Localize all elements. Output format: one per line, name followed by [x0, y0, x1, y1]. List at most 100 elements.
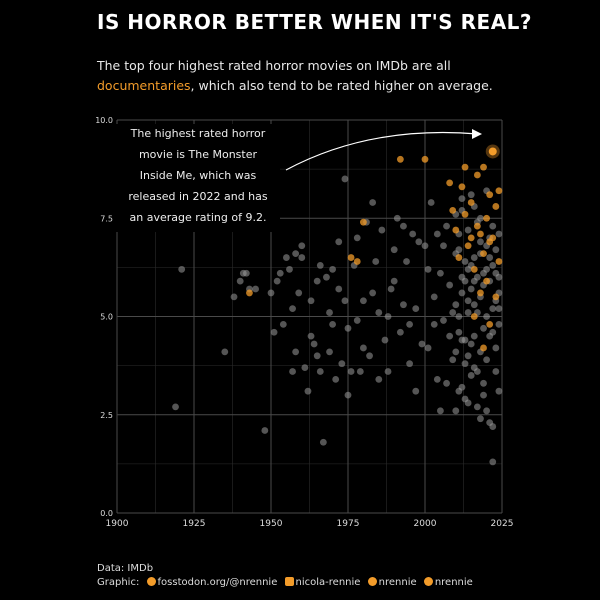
movie-point — [372, 258, 379, 265]
movie-point — [477, 238, 484, 245]
documentary-point — [477, 290, 484, 297]
movie-point — [489, 223, 496, 230]
documentary-point — [477, 231, 484, 238]
movie-point — [496, 321, 503, 328]
movie-point — [455, 329, 462, 336]
documentary-point — [492, 293, 499, 300]
movie-point — [261, 427, 268, 434]
mastodon-handle[interactable]: fosstodon.org/@nrennie — [158, 577, 278, 588]
movie-point — [480, 392, 487, 399]
movie-point — [465, 297, 472, 304]
movie-point — [443, 380, 450, 387]
movie-point — [428, 199, 435, 206]
movie-point — [496, 388, 503, 395]
documentary-point — [483, 278, 490, 285]
movie-point — [452, 301, 459, 308]
movie-point — [357, 368, 364, 375]
movie-point — [496, 305, 503, 312]
documentary-point — [492, 203, 499, 210]
movie-point — [474, 403, 481, 410]
movie-point — [468, 372, 475, 379]
linkedin-handle[interactable]: nicola-rennie — [296, 577, 361, 588]
graphic-label: Graphic: — [97, 577, 139, 588]
documentary-point — [452, 227, 459, 234]
movie-point — [172, 403, 179, 410]
annotation-line: an average rating of 9.2. — [130, 211, 267, 224]
documentary-point — [474, 172, 481, 179]
documentary-point — [471, 313, 478, 320]
movie-point — [483, 356, 490, 363]
movie-point — [492, 368, 499, 375]
movie-point — [326, 348, 333, 355]
movie-point — [459, 290, 466, 297]
movie-point — [406, 360, 413, 367]
movie-point — [483, 266, 490, 273]
bluesky-icon — [368, 577, 377, 586]
documentary-point — [397, 156, 404, 163]
movie-point — [489, 262, 496, 269]
movie-point — [459, 337, 466, 344]
movie-point — [422, 242, 429, 249]
movie-point — [252, 286, 259, 293]
linkedin-icon — [285, 577, 294, 586]
y-tick-label: 5.0 — [100, 313, 113, 322]
movie-point — [385, 313, 392, 320]
y-tick-label: 7.5 — [100, 214, 113, 223]
movie-point — [489, 459, 496, 466]
movie-point — [465, 309, 472, 316]
movie-point — [471, 278, 478, 285]
movie-point — [317, 262, 324, 269]
movie-point — [477, 415, 484, 422]
documentary-point — [468, 199, 475, 206]
documentary-point — [459, 183, 466, 190]
bluesky-handle[interactable]: nrennie — [379, 577, 417, 588]
y-tick-label: 2.5 — [100, 411, 113, 420]
movie-point — [486, 254, 493, 261]
movie-point — [375, 309, 382, 316]
documentary-point — [462, 211, 469, 218]
movie-point — [354, 317, 361, 324]
movie-point — [382, 337, 389, 344]
data-source: Data: IMDb — [97, 562, 473, 576]
movie-point — [455, 388, 462, 395]
movie-point — [492, 246, 499, 253]
x-tick-label: 1925 — [183, 519, 206, 529]
movie-point — [459, 195, 466, 202]
movie-point — [489, 329, 496, 336]
movie-point — [378, 227, 385, 234]
movie-point — [237, 278, 244, 285]
movie-point — [437, 407, 444, 414]
y-tick-label: 0.0 — [100, 509, 113, 518]
documentary-point — [446, 179, 453, 186]
movie-point — [480, 325, 487, 332]
movie-point — [452, 407, 459, 414]
caption: Data: IMDb Graphic: fosstodon.org/@nrenn… — [97, 562, 473, 590]
movie-point — [354, 235, 361, 242]
arrow-head — [472, 129, 482, 139]
annotation-line: released in 2022 and has — [128, 190, 268, 203]
movie-point — [462, 278, 469, 285]
movie-point — [440, 317, 447, 324]
movie-point — [431, 293, 438, 300]
movie-point — [298, 254, 305, 261]
movie-point — [369, 290, 376, 297]
movie-point — [308, 297, 315, 304]
movie-point — [295, 290, 302, 297]
graphic-credits: Graphic: fosstodon.org/@nrennie nicola-r… — [97, 576, 473, 590]
movie-point — [468, 191, 475, 198]
documentary-point — [360, 219, 367, 226]
movie-point — [471, 364, 478, 371]
movie-point — [391, 246, 398, 253]
movie-point — [298, 242, 305, 249]
documentary-point — [422, 156, 429, 163]
x-tick-label: 1975 — [337, 519, 360, 529]
movie-point — [366, 352, 373, 359]
annotation-line: The highest rated horror — [130, 127, 266, 140]
movie-point — [391, 278, 398, 285]
documentary-point — [480, 164, 487, 171]
movie-point — [292, 250, 299, 257]
github-handle[interactable]: nrennie — [435, 577, 473, 588]
movie-point — [452, 348, 459, 355]
github-icon — [424, 577, 433, 586]
